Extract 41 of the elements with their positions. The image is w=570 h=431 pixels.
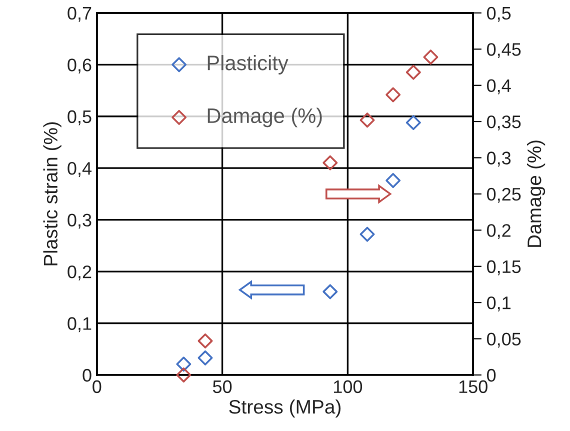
x-tick-label: 0 (92, 380, 102, 394)
point (360, 112, 375, 128)
x-tick-label: 50 (212, 380, 232, 394)
y-tick-label: 0,7 (68, 6, 92, 22)
point (406, 64, 421, 80)
y-tick-label: 0,2 (68, 265, 92, 280)
y2-tick-label: 0,2 (487, 224, 510, 240)
legend-label: Plasticity (208, 55, 288, 74)
y-axis-title: Plastic strain (%) (43, 122, 62, 266)
y2-tick-label: 0,4 (487, 79, 511, 94)
point (198, 333, 213, 348)
x-tick-label: 150 (459, 380, 488, 394)
x-tick-label: 100 (334, 380, 362, 394)
y2-tick-label: 0,05 (487, 332, 521, 348)
y2-tick-label: 0,35 (487, 115, 521, 130)
point (322, 284, 338, 300)
point (176, 367, 192, 382)
y2-tick-label: 0,25 (487, 188, 521, 203)
point (386, 173, 401, 188)
x-axis-title: Stress (MPa) (229, 399, 341, 418)
y2-tick-label: 0,3 (487, 152, 511, 167)
y-tick-label: 0,4 (68, 162, 92, 177)
y2-tick-label: 0 (487, 368, 496, 382)
point (423, 50, 438, 65)
y2-tick-label: 0,45 (487, 43, 521, 58)
y2-tick-label: 0,1 (487, 296, 511, 312)
point (406, 115, 421, 130)
point (176, 356, 192, 372)
point (386, 87, 401, 102)
y-tick-label: 0 (82, 368, 92, 382)
y2-tick-label: 0,5 (487, 6, 511, 22)
y2-tick-label: 0,15 (487, 260, 521, 276)
y-tick-label: 0,6 (68, 58, 92, 74)
point (360, 226, 375, 242)
y-tick-label: 0,3 (68, 214, 92, 229)
y2-axis-title: Damage (%) (526, 140, 546, 247)
legend-label: Damage (%) (208, 108, 322, 128)
y-tick-label: 0,1 (68, 317, 92, 332)
point (322, 155, 338, 170)
y-tick-label: 0,5 (68, 110, 92, 126)
point (198, 350, 213, 366)
